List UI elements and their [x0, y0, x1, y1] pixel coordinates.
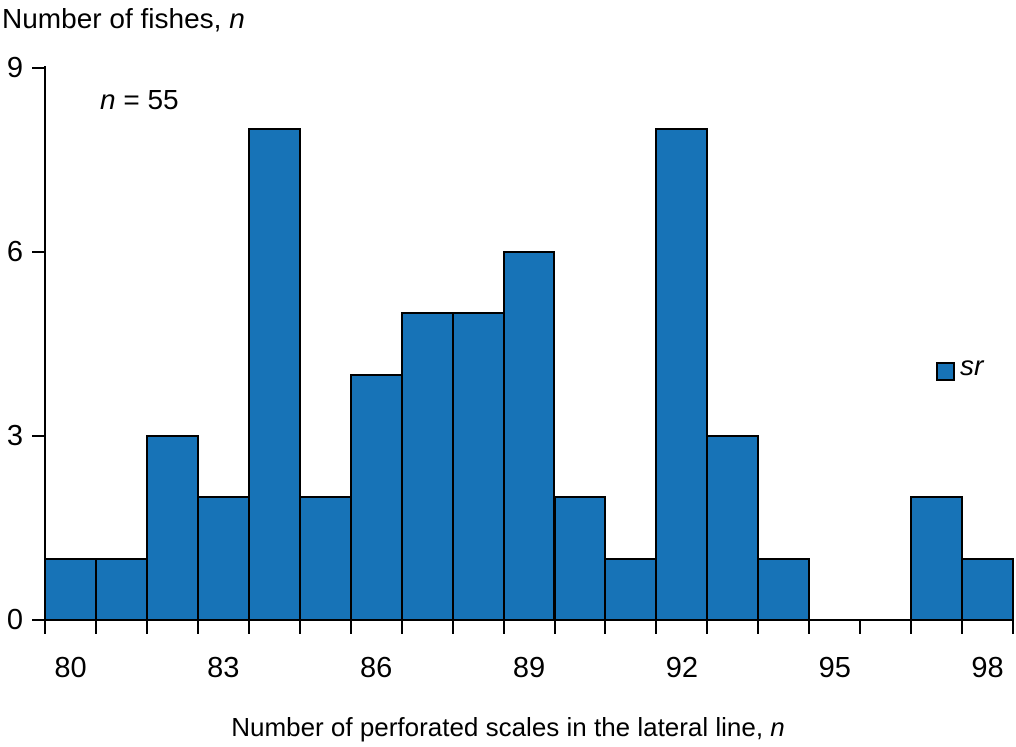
histogram-bar — [196, 496, 250, 621]
x-tick — [502, 620, 505, 634]
x-tick — [247, 620, 250, 634]
sample-size-annotation: n = 55 — [100, 84, 179, 116]
annotation-italic-n: n — [100, 84, 116, 115]
x-tick-label: 83 — [207, 652, 240, 684]
x-tick-label: 89 — [512, 652, 546, 684]
x-tick — [757, 620, 760, 634]
x-tick — [298, 620, 301, 634]
histogram-bar — [910, 496, 964, 621]
histogram-bar — [655, 128, 709, 621]
histogram-bar — [349, 373, 403, 621]
histogram-bar — [706, 435, 760, 621]
y-tick-label: 3 — [6, 420, 23, 452]
y-tick-label: 9 — [6, 52, 23, 84]
annotation-text: = 55 — [115, 84, 179, 115]
y-tick-label: 6 — [6, 236, 23, 268]
y-tick — [32, 435, 45, 437]
y-tick-label: 0 — [6, 604, 23, 636]
x-tick — [859, 620, 862, 634]
x-axis-label-italic-n: n — [770, 712, 785, 742]
x-tick-label: 95 — [818, 652, 851, 684]
histogram-bar — [44, 557, 97, 621]
x-tick — [553, 620, 556, 634]
histogram-bar — [502, 251, 556, 621]
x-axis-label: Number of perforated scales in the later… — [0, 712, 1016, 743]
histogram-bar — [145, 435, 199, 621]
histogram-bar — [757, 557, 811, 621]
x-tick — [145, 620, 148, 634]
x-tick-label: 86 — [360, 652, 393, 684]
histogram-bar — [94, 557, 148, 621]
histogram-bar — [451, 312, 505, 621]
x-tick — [451, 620, 454, 634]
y-axis-title: Number of fishes, n — [2, 3, 245, 35]
x-tick — [44, 620, 46, 634]
legend-label: sr — [960, 350, 984, 381]
x-tick — [1012, 620, 1015, 634]
x-tick — [655, 620, 658, 634]
y-tick — [32, 67, 45, 69]
y-axis-title-text: Number of fishes, — [2, 3, 230, 34]
x-tick — [706, 620, 709, 634]
x-tick — [400, 620, 403, 634]
x-tick-label: 80 — [54, 652, 87, 684]
histogram-bar — [400, 312, 454, 621]
x-tick — [910, 620, 913, 634]
y-axis-title-italic-n: n — [229, 3, 245, 34]
y-axis-line — [44, 66, 46, 621]
x-axis-label-text: Number of perforated scales in the later… — [231, 712, 771, 742]
x-tick — [349, 620, 352, 634]
x-tick — [196, 620, 199, 634]
legend-swatch — [936, 362, 955, 381]
x-tick — [808, 620, 811, 634]
histogram-bar — [298, 496, 352, 621]
histogram-bar — [961, 557, 1015, 621]
x-tick — [961, 620, 964, 634]
y-tick — [32, 251, 45, 253]
histogram-bar — [604, 557, 658, 621]
histogram-bar — [247, 128, 301, 621]
x-tick-label: 92 — [665, 652, 698, 684]
x-tick — [94, 620, 97, 634]
histogram-bar — [553, 496, 607, 621]
x-tick-label: 98 — [971, 652, 1004, 684]
x-tick — [604, 620, 607, 634]
